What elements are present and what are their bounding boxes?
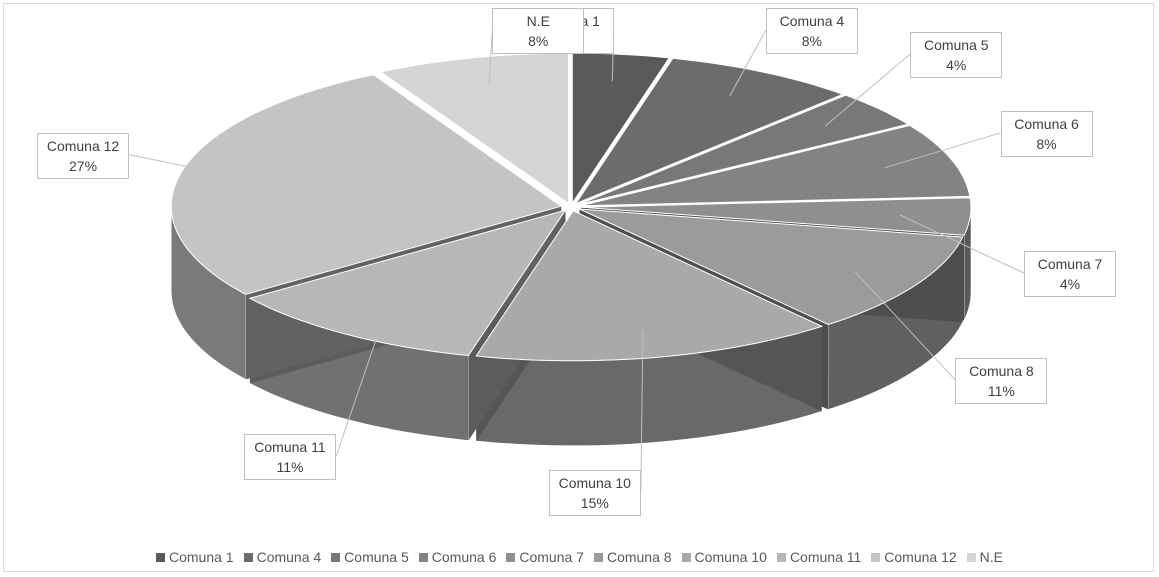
legend-item: Comuna 11 [776, 547, 862, 567]
legend-item: Comuna 1 [155, 547, 234, 567]
pie-slice-comuna-7 [580, 197, 972, 236]
data-label-percent: 8% [801, 33, 822, 49]
legend-item: Comuna 8 [593, 547, 672, 567]
data-label-percent: 8% [1036, 135, 1057, 152]
data-label-category: Comuna 4 [779, 13, 845, 29]
legend-swatch [155, 553, 165, 562]
legend-swatch [593, 553, 603, 562]
legend-label: Comuna 7 [519, 549, 584, 565]
legend-label: Comuna 4 [256, 549, 322, 565]
legend-label: N.E [979, 549, 1004, 565]
data-label-comuna-12: Comuna 12 27% [37, 132, 130, 179]
legend-label: Comuna 12 [884, 549, 957, 565]
leader-line [729, 29, 767, 97]
pie-top-faces [170, 52, 972, 362]
legend-item: Comuna 12 [871, 547, 957, 567]
legend-item: Comuna 6 [418, 547, 497, 567]
legend-swatch [331, 553, 341, 562]
data-label-category: Comuna 12 [46, 137, 120, 154]
pie-slice-comuna-6 [580, 124, 971, 207]
data-label-percent: 11% [987, 383, 1015, 400]
leader-line [128, 154, 250, 180]
legend-swatch [418, 553, 428, 562]
leader-lines [128, 29, 1025, 493]
data-label-comuna-11: Comuna 11 11% [243, 434, 336, 481]
legend-swatch [966, 553, 976, 562]
data-label-comuna-7: Comuna 7 4% [1024, 251, 1116, 298]
legend-item: Comuna 10 [681, 547, 767, 567]
data-label-category: Comuna 6 [1014, 115, 1079, 132]
legend-label: Comuna 6 [431, 549, 497, 565]
data-label-comuna-4: Comuna 4 8% [765, 8, 858, 54]
data-label-percent: 11% [276, 459, 304, 476]
legend-label: Comuna 10 [694, 549, 767, 565]
legend-swatch [776, 553, 786, 562]
leader-line [854, 271, 956, 381]
legend-label: Comuna 11 [789, 549, 862, 565]
leader-line [335, 311, 387, 457]
pie-slice-comuna-10 [475, 210, 824, 362]
data-label-comuna-5: Comuna 5 4% [910, 32, 1003, 79]
data-label-percent: 4% [946, 57, 967, 74]
data-label-category: Comuna 11 [254, 439, 326, 456]
legend-label: Comuna 1 [168, 549, 234, 565]
pie-slice-comuna-8 [579, 208, 964, 326]
data-label-category: Comuna 7 [1037, 256, 1103, 273]
data-label-percent: 27% [69, 157, 98, 174]
pie-slice-comuna-11 [248, 209, 567, 357]
leader-line [884, 132, 1001, 169]
legend-item: N.E [966, 547, 1004, 567]
data-label-category: Comuna 8 [969, 363, 1034, 380]
legend-swatch [871, 553, 881, 562]
data-label-comuna-8: Comuna 8 11% [955, 358, 1048, 405]
data-label-comuna-10: Comuna 10 15% [548, 470, 641, 517]
data-label-percent: 4% [1059, 276, 1081, 293]
pie-slice-comuna-5 [578, 94, 910, 205]
legend-item: Comuna 5 [331, 547, 409, 567]
legend-swatch [243, 553, 253, 562]
data-label-category: Comuna 10 [558, 475, 631, 492]
pie-slice-comuna-4 [574, 57, 845, 205]
legend-item: Comuna 4 [243, 547, 322, 567]
data-label-n-e: N.E 8% [492, 8, 585, 54]
legend-label: Comuna 8 [606, 549, 672, 565]
leader-line [824, 53, 911, 127]
leader-line [640, 330, 644, 493]
pie-slice-comuna-12 [170, 74, 563, 295]
legend-label: Comuna 5 [344, 549, 409, 565]
leader-line [488, 29, 493, 85]
data-label-percent: 15% [580, 495, 609, 512]
legend-swatch [506, 553, 516, 562]
legend-swatch [681, 553, 691, 562]
data-label-comuna-6: Comuna 6 8% [1000, 110, 1093, 157]
legend: Comuna 1 Comuna 4 Comuna 5 Comuna 6 Comuna 7… [0, 547, 1159, 567]
data-label-percent: 8% [528, 33, 549, 49]
leader-line [899, 214, 1025, 274]
data-label-category: Comuna 5 [923, 37, 989, 54]
legend-item: Comuna 7 [506, 547, 584, 567]
data-label-category: N.E [526, 13, 550, 29]
